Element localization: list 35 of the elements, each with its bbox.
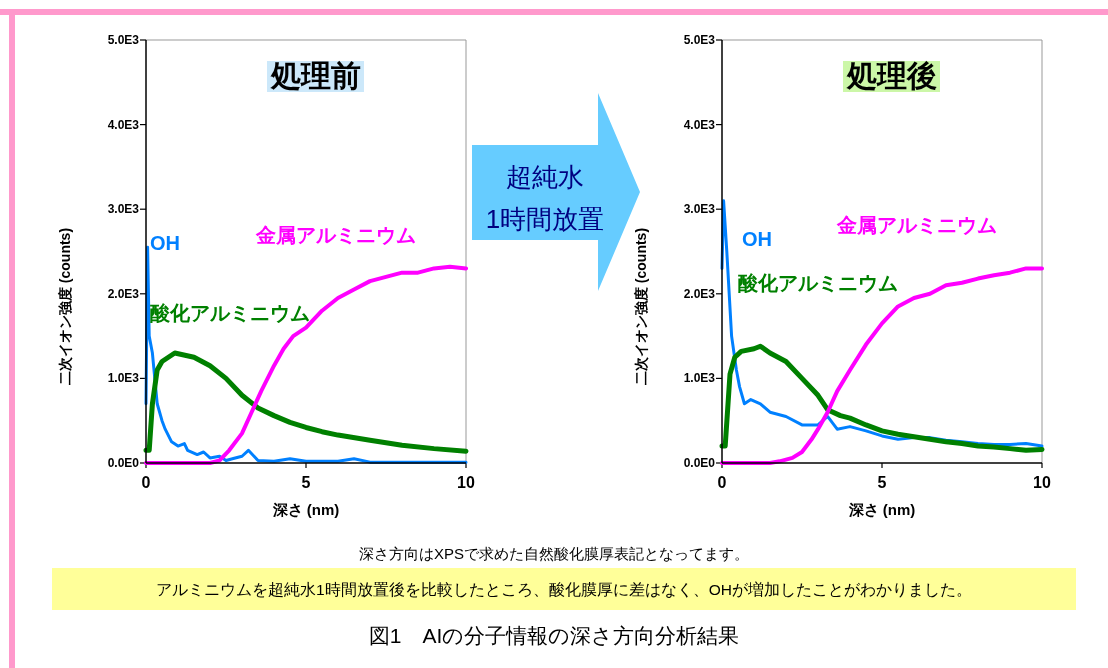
y-tick-label: 0.0E0 <box>683 456 716 470</box>
text: アルミニウムを超純水1時間放置後を比較したところ、酸化膜厚に差はなく、OHが増加したことがわかりました。 <box>156 581 972 598</box>
y-tick-label: 5.0E3 <box>683 33 716 47</box>
x-tick-label: 5 <box>877 474 887 491</box>
text: 酸化アルミニウム <box>738 272 898 294</box>
y-tick-label: 5.0E3 <box>107 33 140 47</box>
text: 処理前 <box>270 59 361 92</box>
text: 1時間放置 <box>485 204 605 234</box>
x-tick-label: 10 <box>457 474 475 491</box>
x-tick-label: 10 <box>1033 474 1051 491</box>
y-tick-label: 3.0E3 <box>683 202 716 217</box>
text: 深さ方向はXPSで求めた自然酸化膜厚表記となってます。 <box>358 545 750 562</box>
x-axis-title: 深さ (nm) <box>847 501 916 518</box>
x-axis-title: 深さ (nm) <box>271 501 340 518</box>
series-label: OH <box>742 228 772 250</box>
text: 超純水 <box>506 162 584 192</box>
y-tick-label: 3.0E3 <box>107 202 140 217</box>
y-tick-label: 1.0E3 <box>683 371 716 386</box>
y-tick-label: 4.0E3 <box>107 117 140 132</box>
y-tick-label: 2.0E3 <box>107 286 140 301</box>
text: 図1 AIの分子情報の深さ方向分析結果 <box>368 624 740 647</box>
y-axis-title: 二次イオン強度 (counts) <box>57 227 73 386</box>
y-axis-title: 二次イオン強度 (counts) <box>633 227 649 386</box>
series-label: 金属アルミニウム <box>255 224 416 246</box>
y-tick-label: 4.0E3 <box>683 117 716 132</box>
y-tick-label: 0.0E0 <box>107 456 140 470</box>
series-label: OH <box>150 232 180 254</box>
series-label: 金属アルミニウム <box>836 214 997 236</box>
x-tick-label: 0 <box>717 474 727 491</box>
y-tick-label: 2.0E3 <box>683 286 716 301</box>
y-tick-label: 1.0E3 <box>107 371 140 386</box>
x-tick-label: 5 <box>301 474 311 491</box>
text: 処理後 <box>846 59 937 92</box>
x-tick-label: 0 <box>141 474 151 491</box>
series-label: 酸化アルミニウム <box>150 302 310 324</box>
